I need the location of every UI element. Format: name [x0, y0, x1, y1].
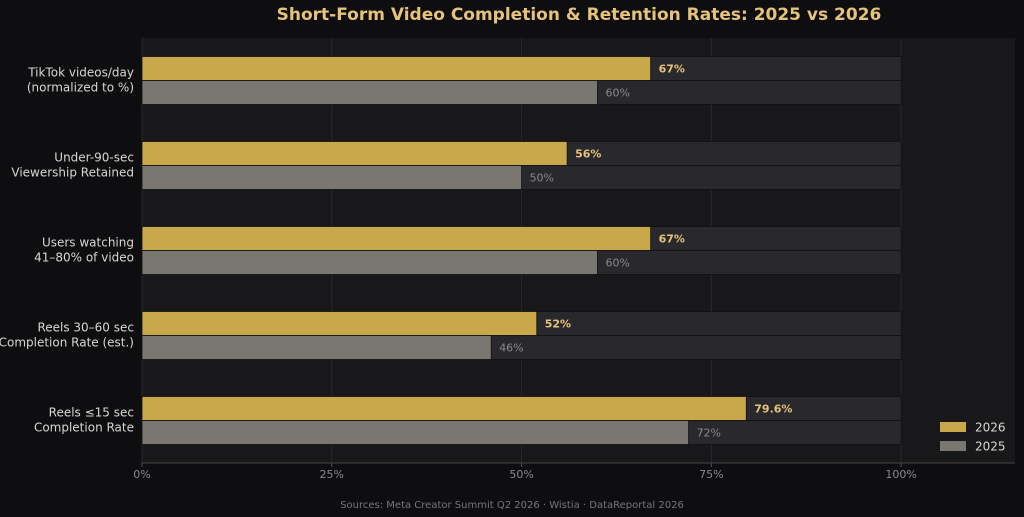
y-tick-label: Reels ≤15 sec: [49, 406, 134, 420]
source-note: Sources: Meta Creator Summit Q2 2026 · W…: [340, 500, 684, 511]
legend-swatch: [940, 441, 966, 451]
value-label: 79.6%: [754, 403, 792, 416]
y-tick-label: Completion Rate: [34, 421, 134, 435]
value-label: 67%: [659, 233, 685, 246]
y-tick-label: (normalized to %): [27, 81, 134, 95]
legend-swatch: [940, 422, 966, 432]
bar: [141, 80, 598, 105]
x-tick-label: 75%: [699, 468, 723, 481]
y-tick-label: TikTok videos/day: [27, 66, 134, 80]
chart-title: Short-Form Video Completion & Retention …: [277, 5, 882, 25]
value-label: 60%: [605, 257, 629, 270]
y-tick-label: Viewership Retained: [11, 166, 134, 180]
bar: [141, 56, 652, 81]
bar: [141, 141, 568, 166]
value-label: 60%: [605, 87, 629, 100]
bar: [141, 420, 689, 445]
x-tick-label: 50%: [509, 468, 533, 481]
bar: [141, 250, 598, 275]
bar: [141, 165, 522, 190]
y-tick-label: Completion Rate (est.): [0, 336, 134, 350]
legend-label: 2025: [975, 440, 1006, 454]
value-label: 56%: [575, 148, 601, 161]
bar: [141, 226, 652, 251]
value-label: 46%: [499, 342, 523, 355]
bar: [141, 396, 747, 421]
bar: [141, 311, 538, 336]
y-tick-label: Under-90-sec: [54, 151, 134, 165]
bar: [141, 335, 492, 360]
x-tick-label: 100%: [885, 468, 916, 481]
y-tick-label: Users watching: [42, 236, 134, 250]
value-label: 72%: [697, 427, 721, 440]
value-label: 67%: [659, 63, 685, 76]
legend-label: 2026: [975, 421, 1006, 435]
x-tick-label: 25%: [320, 468, 344, 481]
value-label: 50%: [530, 172, 554, 185]
value-label: 52%: [545, 318, 571, 331]
y-tick-label: 41–80% of video: [34, 251, 134, 265]
y-tick-label: Reels 30–60 sec: [37, 321, 134, 335]
x-tick-label: 0%: [133, 468, 150, 481]
